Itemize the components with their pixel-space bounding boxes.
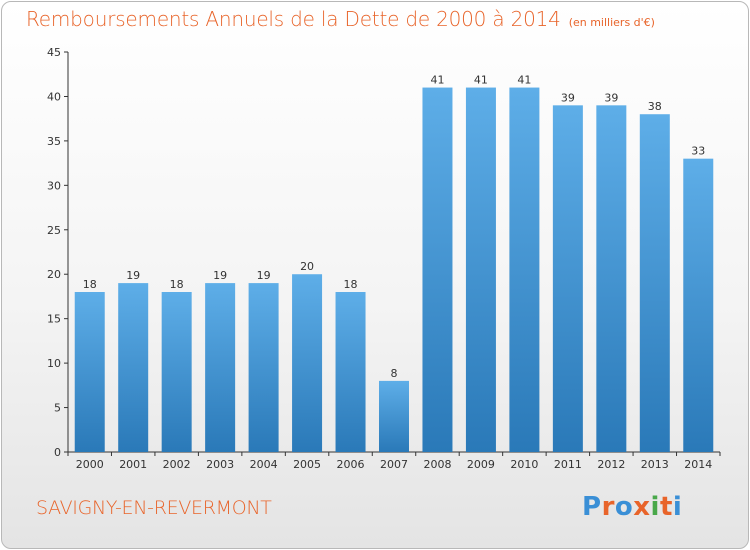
x-tick-label-2005: 2005 — [293, 458, 321, 471]
chart-title: Remboursements Annuels de la Dette de 20… — [26, 7, 561, 31]
bar-2005 — [292, 274, 323, 452]
logo-letter: P — [582, 492, 602, 522]
y-tick-label: 5 — [54, 402, 61, 415]
value-label-2006: 18 — [344, 278, 358, 291]
bar-2001 — [118, 283, 149, 452]
y-tick-label: 35 — [47, 135, 61, 148]
value-label-2009: 41 — [474, 74, 488, 87]
bar-2014 — [683, 158, 714, 452]
bars — [74, 87, 714, 453]
x-tick-label-2012: 2012 — [597, 458, 625, 471]
y-tick-label: 20 — [47, 268, 61, 281]
bar-2007 — [379, 380, 409, 452]
proxiti-logo: Proxiti — [582, 492, 682, 522]
x-tick-label-2006: 2006 — [337, 458, 365, 471]
value-label-2003: 19 — [213, 269, 227, 282]
logo-letter: r — [601, 492, 615, 522]
y-tick-label: 10 — [47, 357, 61, 370]
title-row: Remboursements Annuels de la Dette de 20… — [26, 7, 655, 31]
axes: 0 5 10 15 20 25 30 35 40 45 2000 2001 2002 2003 2004 20… — [47, 46, 721, 471]
value-labels: 18 19 18 19 19 20 18 8 41 41 41 39 39 38 33 — [83, 74, 706, 380]
y-tick-label: 15 — [47, 313, 61, 326]
logo-letter: t — [659, 492, 673, 522]
bar-2003 — [205, 283, 236, 452]
bar-2006 — [335, 292, 366, 452]
value-label-2014: 33 — [691, 145, 705, 158]
value-label-2007: 8 — [391, 367, 398, 380]
x-tick-label-2011: 2011 — [554, 458, 582, 471]
value-label-2005: 20 — [300, 260, 314, 273]
bar-2004 — [248, 283, 279, 452]
x-tick-label-2014: 2014 — [684, 458, 712, 471]
logo-letter: o — [614, 492, 634, 522]
bar-2002 — [161, 292, 192, 452]
x-tick-label-2007: 2007 — [380, 458, 408, 471]
x-tick-label-2004: 2004 — [250, 458, 278, 471]
logo-letter: x — [633, 492, 651, 522]
value-label-2010: 41 — [517, 74, 531, 87]
chart-unit: (en milliers d'€) — [568, 16, 655, 29]
bar-2009 — [465, 87, 496, 453]
x-tick-label-2013: 2013 — [641, 458, 669, 471]
x-tick-label-2008: 2008 — [423, 458, 451, 471]
x-tick-label-2003: 2003 — [206, 458, 234, 471]
bar-2000 — [74, 292, 105, 452]
logo-letter: i — [672, 492, 683, 522]
value-label-2000: 18 — [83, 278, 97, 291]
bar-2012 — [596, 105, 627, 452]
place-name: SAVIGNY-EN-REVERMONT — [36, 497, 272, 519]
value-label-2013: 38 — [648, 100, 662, 113]
value-label-2011: 39 — [561, 91, 575, 104]
x-tick-label-2002: 2002 — [163, 458, 191, 471]
x-tick-label-2010: 2010 — [510, 458, 538, 471]
value-label-2004: 19 — [257, 269, 271, 282]
logo-letter: i — [650, 492, 660, 522]
value-label-2008: 41 — [430, 74, 444, 87]
bar-2013 — [639, 114, 670, 452]
y-tick-label: 30 — [47, 179, 61, 192]
x-tick-label-2001: 2001 — [119, 458, 147, 471]
bar-2010 — [509, 87, 540, 453]
bar-2011 — [552, 105, 583, 452]
x-tick-label-2000: 2000 — [76, 458, 104, 471]
value-label-2012: 39 — [604, 91, 618, 104]
y-tick-label: 45 — [47, 46, 61, 59]
y-tick-label: 0 — [54, 446, 61, 459]
value-label-2001: 19 — [126, 269, 140, 282]
value-label-2002: 18 — [170, 278, 184, 291]
y-tick-label: 40 — [47, 90, 61, 103]
bar-2008 — [422, 87, 453, 453]
y-tick-label: 25 — [47, 224, 61, 237]
x-tick-label-2009: 2009 — [467, 458, 495, 471]
